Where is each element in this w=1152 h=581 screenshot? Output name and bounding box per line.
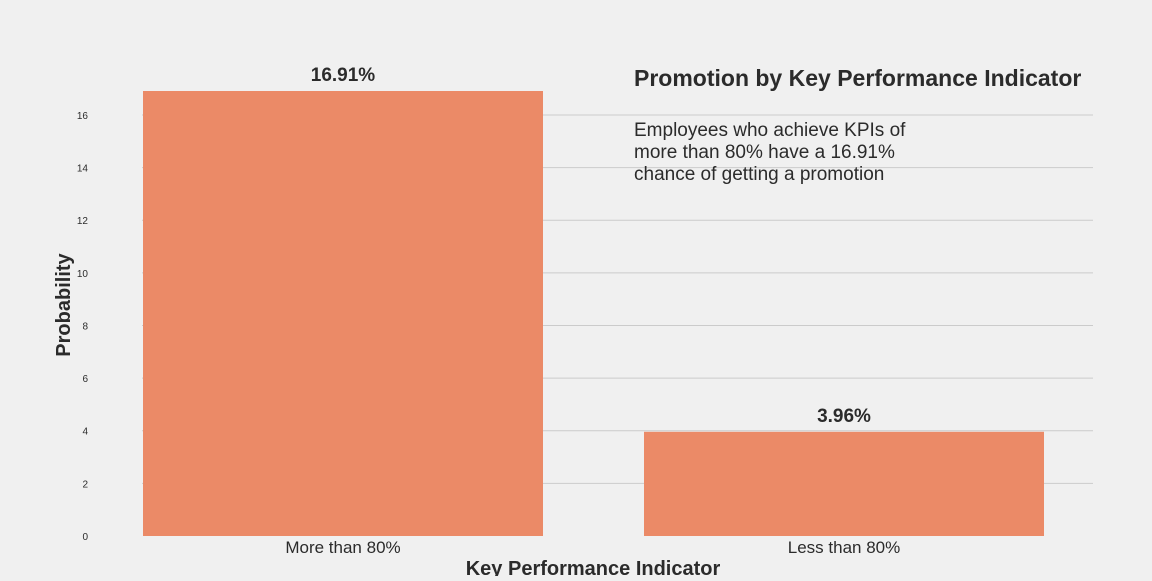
annotation-line: more than 80% have a 16.91%	[634, 142, 895, 163]
chart-title: Promotion by Key Performance Indicator	[634, 65, 1081, 91]
y-tick-label: 6	[82, 374, 88, 385]
annotation-line: chance of getting a promotion	[634, 164, 884, 185]
bars	[143, 91, 1044, 536]
data-label: 3.96%	[817, 406, 871, 427]
x-axis-label: Key Performance Indicator	[466, 558, 721, 576]
y-tick-label: 16	[77, 111, 89, 122]
y-axis-label: Probability	[53, 252, 75, 356]
bar	[143, 91, 543, 536]
x-tick-label: More than 80%	[285, 538, 400, 557]
x-axis-ticks: More than 80% Less than 80%	[285, 538, 900, 557]
data-label: 16.91%	[311, 65, 376, 86]
y-tick-label: 2	[82, 479, 88, 490]
y-axis-ticks: 0 2 4 6 8 10 12 14 16	[77, 111, 89, 543]
y-tick-label: 12	[77, 216, 89, 227]
y-tick-label: 14	[77, 164, 89, 175]
annotation-text: Employees who achieve KPIs of more than …	[634, 120, 911, 185]
annotation-line: Employees who achieve KPIs of	[634, 120, 906, 141]
y-tick-label: 0	[82, 532, 88, 543]
x-tick-label: Less than 80%	[788, 538, 900, 557]
y-tick-label: 8	[82, 321, 88, 332]
y-tick-label: 10	[77, 269, 89, 280]
y-tick-label: 4	[82, 427, 88, 438]
bar	[644, 431, 1044, 536]
data-labels: 16.91% 3.96%	[311, 65, 871, 427]
